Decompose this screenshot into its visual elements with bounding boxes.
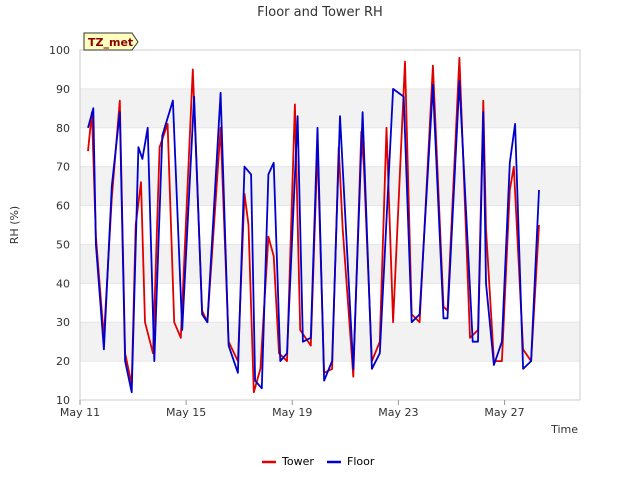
svg-text:TZ_met: TZ_met	[88, 36, 133, 49]
y-tick-label: 80	[56, 122, 70, 135]
grid-band	[80, 166, 580, 206]
grid-band	[80, 88, 580, 128]
chart-title: Floor and Tower RH	[257, 5, 383, 20]
y-tick-label: 50	[56, 238, 70, 251]
y-axis-ticks: 10 20 30 40 50 60 70 80 90 100	[49, 44, 70, 407]
legend: Tower Floor	[262, 455, 375, 468]
series-line-tower	[87, 56, 540, 394]
grid-band	[80, 205, 580, 245]
y-tick-label: 10	[56, 394, 70, 407]
series-lines	[87, 56, 540, 394]
plot-frame	[79, 49, 581, 401]
y-tick-label: 20	[56, 355, 70, 368]
y-tick-label: 30	[56, 316, 70, 329]
grid-band	[80, 244, 580, 284]
legend-label-floor: Floor	[347, 455, 375, 468]
tz-met-badge: TZ_met	[83, 32, 139, 51]
y-tick-label: 60	[56, 200, 70, 213]
grid-bands	[80, 49, 580, 401]
x-axis-label: Time	[550, 423, 578, 436]
x-tick-label: May 23	[378, 406, 418, 419]
x-tick-label: May 15	[166, 406, 206, 419]
y-tick-label: 70	[56, 161, 70, 174]
grid-band	[80, 283, 580, 323]
grid-band	[80, 50, 580, 89]
grid-band	[80, 127, 580, 167]
x-tick-label: May 19	[272, 406, 312, 419]
x-axis-ticks: May 11 May 15 May 19 May 23 May 27	[60, 400, 525, 419]
series-line-floor	[87, 80, 540, 394]
y-tick-label: 90	[56, 83, 70, 96]
x-tick-label: May 27	[484, 406, 524, 419]
y-tick-label: 40	[56, 277, 70, 290]
legend-label-tower: Tower	[281, 455, 314, 468]
x-tick-label: May 11	[60, 406, 100, 419]
y-tick-label: 100	[49, 44, 70, 57]
y-axis-label: RH (%)	[8, 206, 21, 244]
